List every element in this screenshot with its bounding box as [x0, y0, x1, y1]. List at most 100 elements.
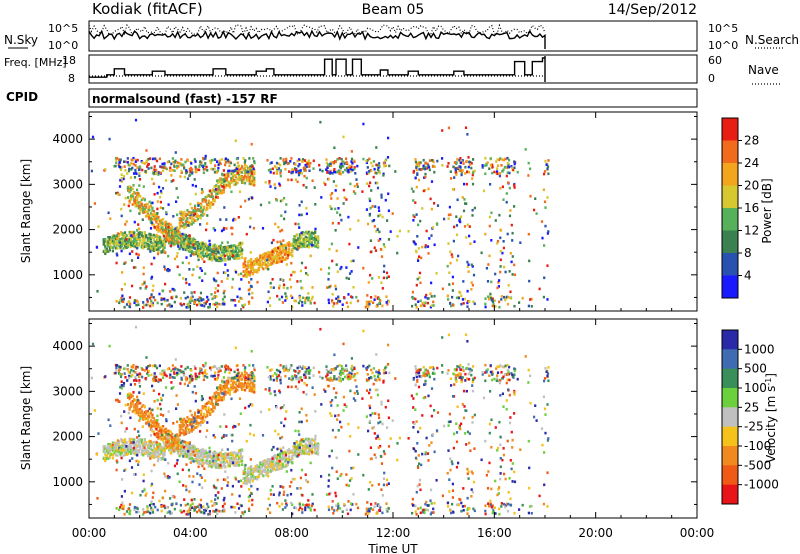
data-cell [245, 273, 248, 276]
data-cell [181, 218, 184, 221]
data-cell [210, 465, 213, 469]
data-cell [256, 466, 259, 470]
data-cell [182, 277, 185, 280]
data-cell [196, 454, 200, 458]
data-cell [283, 217, 286, 221]
data-cell [231, 251, 235, 255]
data-cell [505, 174, 508, 178]
data-cell [190, 291, 193, 295]
freq-left-tick-top: 18 [62, 54, 76, 67]
data-cell [209, 456, 212, 459]
data-cell [131, 244, 134, 247]
data-cell [248, 265, 251, 269]
data-cell [183, 226, 186, 230]
data-cell [133, 191, 136, 195]
data-cell [250, 468, 253, 472]
data-cell [245, 471, 248, 475]
data-cell [149, 453, 152, 457]
data-cell [189, 297, 192, 301]
data-cell [428, 159, 432, 162]
data-cell [108, 455, 111, 459]
data-cell [513, 162, 516, 166]
data-cell [137, 253, 140, 257]
data-cell [210, 455, 213, 458]
data-cell [186, 441, 189, 445]
data-cell [184, 234, 187, 237]
data-cell [304, 169, 307, 172]
data-cell [327, 272, 330, 275]
data-cell [423, 176, 426, 179]
power-ylabel: Slant Range [km] [19, 159, 33, 263]
data-cell [178, 231, 181, 235]
data-cell [120, 173, 123, 176]
data-cell [142, 446, 145, 450]
data-cell [200, 161, 203, 164]
data-cell [290, 157, 293, 160]
data-cell [218, 245, 221, 248]
data-cell [152, 223, 155, 227]
data-cell [128, 437, 131, 441]
data-cell [422, 158, 425, 162]
data-cell [292, 453, 295, 457]
data-cell [161, 187, 165, 190]
data-cell [198, 459, 201, 463]
data-cell [547, 159, 550, 162]
data-cell [200, 191, 203, 195]
data-cell [140, 449, 143, 453]
data-cell [454, 171, 457, 174]
data-cell [368, 302, 371, 306]
data-cell [192, 268, 195, 271]
data-cell [325, 158, 328, 161]
data-cell [130, 394, 133, 398]
data-cell [342, 202, 345, 205]
data-cell [303, 159, 306, 162]
data-cell [134, 237, 137, 240]
data-cell [180, 452, 183, 456]
data-cell [310, 438, 314, 442]
data-cell [301, 158, 305, 161]
data-cell [221, 298, 225, 301]
data-cell [131, 240, 134, 243]
data-cell [214, 158, 217, 161]
data-cell [317, 444, 320, 448]
data-cell [120, 249, 123, 253]
data-cell [188, 268, 191, 271]
data-cell [136, 203, 139, 207]
data-cell [225, 227, 228, 230]
data-cell [449, 170, 452, 173]
data-cell [151, 455, 154, 458]
data-cell [209, 195, 212, 198]
data-cell [339, 166, 342, 170]
data-cell [306, 232, 309, 235]
data-cell [137, 206, 140, 210]
data-cell [224, 465, 227, 469]
data-cell [297, 301, 300, 305]
data-cell [314, 441, 317, 445]
data-cell [380, 193, 383, 197]
data-cell [180, 447, 183, 450]
data-cell [461, 159, 464, 162]
data-cell [342, 165, 345, 168]
data-cell [470, 162, 473, 165]
data-cell [289, 460, 292, 463]
data-cell [284, 210, 287, 214]
data-cell [178, 444, 181, 447]
data-cell [171, 231, 174, 234]
data-cell [307, 292, 310, 295]
data-cell [193, 204, 197, 208]
data-cell [380, 196, 383, 199]
data-cell [181, 448, 184, 451]
data-cell [424, 167, 427, 171]
data-cell [227, 257, 230, 261]
data-cell [292, 238, 295, 242]
data-cell [157, 239, 160, 243]
data-cell [178, 162, 181, 165]
data-cell [286, 251, 289, 254]
data-cell [104, 246, 107, 249]
data-cell [181, 221, 184, 225]
data-cell [310, 243, 313, 247]
data-cell [337, 222, 340, 225]
data-cell [484, 305, 487, 309]
data-cell [236, 451, 239, 455]
data-cell [314, 451, 317, 455]
